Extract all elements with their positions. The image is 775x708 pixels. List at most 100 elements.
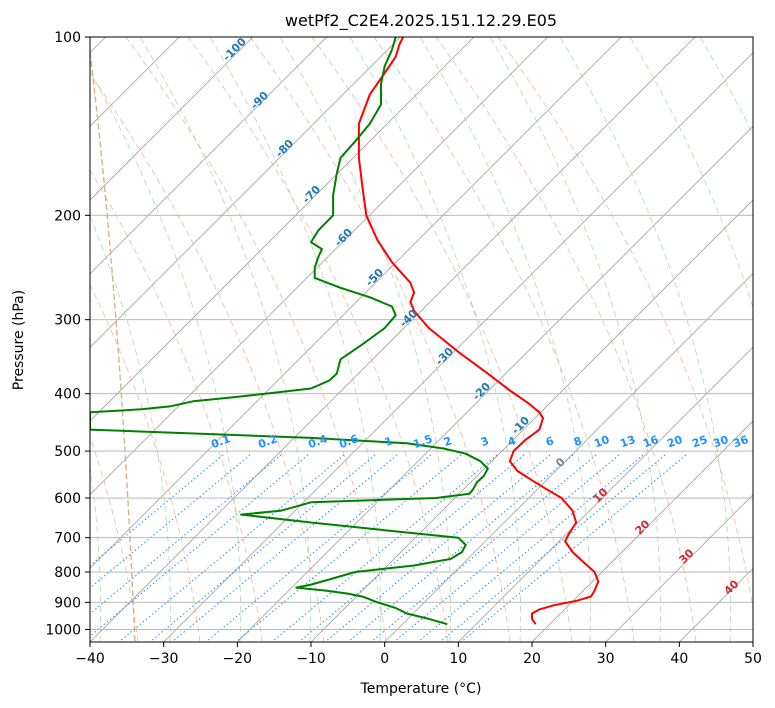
dry-adiabat xyxy=(90,283,201,642)
dry-adiabat xyxy=(90,73,325,642)
skewed-isotherm xyxy=(90,37,327,275)
skewed-isotherm xyxy=(679,567,753,642)
moist-adiabat xyxy=(349,37,521,642)
mixing-ratio-line xyxy=(460,454,687,642)
moist-adiabat xyxy=(90,215,171,642)
y-tick-label: 700 xyxy=(54,531,81,547)
mixing-ratio-label: 8 xyxy=(572,434,584,449)
y-tick-label: 600 xyxy=(54,491,81,507)
series-group xyxy=(90,37,600,626)
mixing-ratio-label: 16 xyxy=(641,433,660,451)
mixing-ratio-label: 25 xyxy=(690,433,709,450)
isotherm-label: -40 xyxy=(397,307,420,330)
x-tick-label: −30 xyxy=(149,651,179,667)
moist-adiabat xyxy=(559,37,731,642)
dry-adiabat xyxy=(373,37,635,642)
dry-adiabat xyxy=(435,37,697,642)
moist-adiabat-label: 20 xyxy=(633,517,653,537)
mixing-ratio-line xyxy=(205,454,432,642)
mixing-ratio-line xyxy=(298,454,525,642)
moist-adiabat xyxy=(489,37,661,642)
y-axis-ticks: 100 200 300 400 500 600 700 800 900 1000 xyxy=(45,30,90,638)
x-tick-label: 0 xyxy=(380,651,389,667)
mixing-ratio-line xyxy=(235,454,462,642)
moist-adiabat xyxy=(90,465,101,642)
y-tick-label: 100 xyxy=(54,30,81,46)
mixing-ratio-line xyxy=(90,454,282,615)
moist-adiabat xyxy=(139,37,311,642)
isotherm-label: -60 xyxy=(332,226,355,249)
skewed-isotherm xyxy=(605,494,753,642)
moist-adiabat xyxy=(279,37,451,642)
x-tick-label: 40 xyxy=(670,651,688,667)
mixing-ratio-label: 6 xyxy=(544,434,556,449)
plot-frame xyxy=(89,36,754,643)
mixing-ratio-label: 13 xyxy=(618,433,637,450)
background-reference-lines xyxy=(90,37,753,642)
y-tick-label: 800 xyxy=(54,565,81,581)
skewed-isotherm xyxy=(163,52,753,642)
isotherm-label: -80 xyxy=(273,137,296,160)
mixing-ratio-line xyxy=(118,454,345,642)
skewed-isotherm xyxy=(90,37,254,201)
mixing-ratio-line xyxy=(149,454,376,642)
mixing-ratio-label: 10 xyxy=(592,433,611,451)
isotherm-label: -90 xyxy=(248,89,271,112)
mixing-ratio-label: 0.6 xyxy=(337,432,360,451)
dry-adiabat xyxy=(497,37,753,612)
x-tick-label: −40 xyxy=(75,651,105,667)
y-tick-label: 500 xyxy=(54,444,81,460)
y-tick-label: 300 xyxy=(54,313,81,329)
mixing-ratio-line xyxy=(171,454,398,642)
isotherm-label: -20 xyxy=(470,380,493,403)
mixing-ratio-line xyxy=(324,454,551,642)
mixing-ratio-line xyxy=(370,454,597,642)
x-axis-label: Temperature (°C) xyxy=(360,681,482,697)
skewed-isotherm xyxy=(90,37,622,569)
boundary-curve xyxy=(90,51,136,642)
dry-adiabat xyxy=(187,37,449,642)
y-tick-label: 400 xyxy=(54,387,81,403)
mixing-ratio-labels: 0.1 0.2 0.4 0.6 1 1.5 2 3 4 6 8 10 13 16 20 25 30 36 xyxy=(209,432,750,451)
mixing-ratio-label: 4 xyxy=(506,434,518,449)
moist-adiabat-label: 10 xyxy=(591,485,611,505)
x-axis-ticks: −40 −30 −20 −10 0 10 20 30 40 50 xyxy=(75,642,762,667)
moist-adiabat xyxy=(209,37,381,642)
y-tick-label: 900 xyxy=(54,595,81,611)
mixing-ratio-label: 2 xyxy=(442,434,454,449)
x-tick-label: 30 xyxy=(597,651,615,667)
mixing-ratio-label: 20 xyxy=(665,433,684,451)
grid xyxy=(90,36,753,630)
x-tick-label: 10 xyxy=(449,651,467,667)
y-axis-label: Pressure (hPa) xyxy=(11,290,27,390)
mixing-ratio-line xyxy=(90,454,251,589)
skewed-isotherm xyxy=(237,125,753,642)
skewed-isotherm xyxy=(90,37,475,422)
skewed-isotherm xyxy=(90,37,548,496)
isotherm-label: -100 xyxy=(220,35,249,64)
dry-adiabat xyxy=(249,37,511,642)
mixing-ratio-line xyxy=(90,454,224,567)
isotherm-label: -50 xyxy=(363,266,386,289)
mixing-ratio-line xyxy=(347,454,574,642)
dry-adiabat xyxy=(125,37,387,642)
isotherm-label: -70 xyxy=(300,183,323,206)
skewed-isotherm xyxy=(458,346,753,642)
mixing-ratio-line xyxy=(90,454,309,637)
skewed-isotherm xyxy=(531,420,753,642)
mixing-ratio-label: 1.5 xyxy=(411,432,434,451)
skewed-isotherm xyxy=(90,37,696,642)
skewed-isotherm xyxy=(310,199,753,642)
y-tick-label: 1000 xyxy=(45,622,81,638)
moist-adiabat xyxy=(699,37,753,136)
moist-adiabat xyxy=(90,70,241,642)
moist-adiabat-label: 40 xyxy=(722,577,742,597)
mixing-ratio-label: 0.2 xyxy=(256,432,279,451)
skewed-isotherm xyxy=(752,641,753,642)
mixing-ratio-line xyxy=(271,454,498,642)
skewed-isotherm xyxy=(384,273,753,642)
x-tick-label: 20 xyxy=(523,651,541,667)
temperature-line xyxy=(357,37,600,625)
mixing-ratio-line xyxy=(439,454,666,642)
